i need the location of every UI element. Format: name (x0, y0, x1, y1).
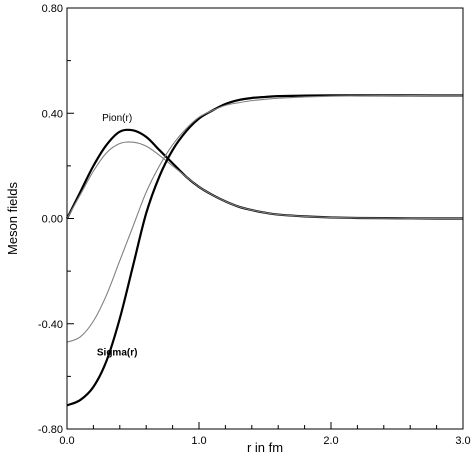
y-tick-label: -0.40 (38, 319, 63, 331)
annotation-1: Pion(r) (102, 113, 132, 124)
y-tick-label: 0.80 (42, 3, 63, 15)
x-tick-label: 3.0 (455, 435, 470, 447)
series-line-2 (66, 141, 464, 220)
annotation-2: Sigma(r) (97, 347, 138, 358)
y-tick-label: -0.80 (38, 424, 63, 436)
x-axis-ticks: 0.0 1.0 2.0 3.0 (59, 422, 471, 447)
y-tick-label: 0.40 (42, 108, 63, 120)
x-axis-label: r in fm (247, 440, 283, 455)
y-axis-ticks: -0.80 -0.40 0.00 0.40 0.80 (38, 3, 74, 436)
y-tick-label: 0.00 (42, 214, 63, 226)
series-line-4 (66, 94, 464, 343)
plot-frame (66, 7, 464, 430)
x-tick-label: 2.0 (323, 435, 338, 447)
series-line-1 (66, 128, 464, 220)
y-axis-label: Meson fields (5, 182, 20, 255)
x-tick-label: 0.0 (59, 435, 74, 447)
series-layer (66, 94, 464, 407)
x-tick-label: 1.0 (191, 435, 206, 447)
annotations: Pion(r) Sigma(r) (97, 113, 138, 358)
